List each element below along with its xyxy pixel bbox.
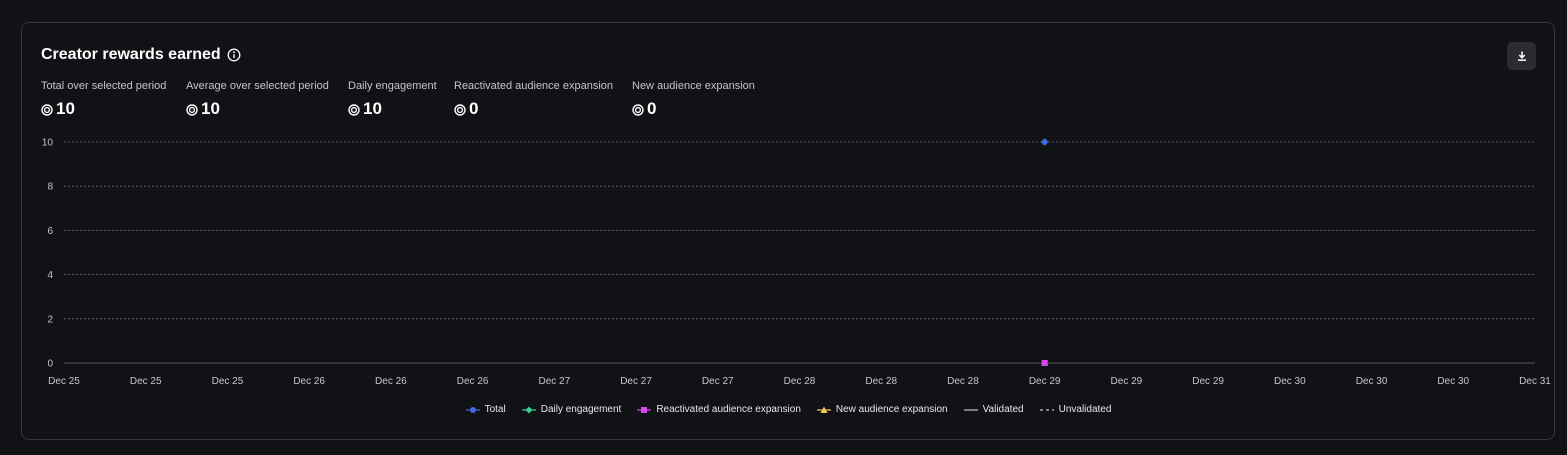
stat-label: Reactivated audience expansion — [454, 80, 614, 92]
info-icon[interactable] — [227, 48, 241, 62]
x-tick-label: Dec 27 — [702, 376, 734, 387]
stat-value: 10 — [363, 99, 382, 118]
x-tick-label: Dec 27 — [620, 376, 652, 387]
robux-icon — [186, 103, 198, 116]
stat-reactivated-audience: Reactivated audience expansion 0 — [454, 80, 613, 119]
x-tick-label: Dec 29 — [1192, 376, 1224, 387]
stat-value: 10 — [56, 99, 75, 118]
card-title: Creator rewards earned — [41, 46, 221, 63]
legend-item[interactable]: Validated — [963, 404, 1024, 415]
x-tick-label: Dec 30 — [1437, 376, 1469, 387]
x-tick-label: Dec 26 — [457, 376, 489, 387]
stat-value: 0 — [647, 99, 657, 118]
y-tick-label: 10 — [42, 138, 54, 149]
legend-label: Daily engagement — [540, 404, 622, 415]
robux-icon — [632, 103, 644, 116]
x-tick-label: Dec 30 — [1356, 376, 1388, 387]
legend-item[interactable]: Total — [465, 404, 506, 415]
stat-daily-engagement: Daily engagement 10 — [348, 80, 437, 119]
square-legend-marker — [637, 406, 652, 413]
y-tick-label: 6 — [47, 226, 53, 237]
stat-label: Average over selected period — [186, 80, 329, 92]
stat-label: Total over selected period — [41, 80, 167, 92]
legend-label: Validated — [982, 404, 1024, 415]
circle-legend-marker — [465, 406, 480, 413]
x-tick-label: Dec 27 — [538, 376, 570, 387]
rewards-line-chart: 0 2 4 6 8 10 Dec 25 Dec 25 Dec 25 Dec 26 Dec 26 Dec… — [42, 138, 1551, 388]
x-tick-label: Dec 28 — [947, 376, 979, 387]
y-tick-label: 2 — [47, 314, 53, 325]
download-button[interactable] — [1507, 42, 1536, 70]
x-tick-label: Dec 25 — [48, 376, 80, 387]
legend-label: Total — [484, 404, 506, 415]
x-tick-label: Dec 28 — [784, 376, 816, 387]
legend-label: New audience expansion — [835, 404, 948, 415]
download-icon — [1517, 51, 1526, 61]
stat-value: 10 — [201, 99, 220, 118]
x-tick-label: Dec 29 — [1111, 376, 1143, 387]
diamond-legend-marker — [521, 406, 536, 413]
y-tick-label: 4 — [47, 270, 53, 281]
x-tick-label: Dec 31 — [1519, 376, 1551, 387]
robux-icon — [41, 103, 53, 116]
solid-line-legend-marker — [963, 408, 978, 411]
dashed-line-legend-marker — [1039, 408, 1054, 411]
x-tick-label: Dec 30 — [1274, 376, 1306, 387]
legend-item[interactable]: Reactivated audience expansion — [636, 404, 801, 415]
stat-label: New audience expansion — [632, 80, 755, 92]
stat-average: Average over selected period 10 — [186, 80, 329, 119]
title-row: Creator rewards earned — [41, 46, 241, 64]
legend-label: Reactivated audience expansion — [656, 404, 801, 415]
legend-item[interactable]: Daily engagement — [521, 404, 622, 415]
stat-value: 0 — [469, 99, 479, 118]
legend-label: Unvalidated — [1058, 404, 1112, 415]
legend-item[interactable]: Unvalidated — [1039, 404, 1112, 415]
stat-label: Daily engagement — [348, 80, 437, 92]
x-tick-label: Dec 29 — [1029, 376, 1061, 387]
x-tick-label: Dec 28 — [865, 376, 897, 387]
chart-legend: Total Daily engagement Reactivated audienc… — [22, 404, 1554, 415]
x-tick-label: Dec 25 — [212, 376, 244, 387]
x-tick-label: Dec 26 — [293, 376, 325, 387]
total-point — [1041, 139, 1048, 145]
x-tick-label: Dec 26 — [375, 376, 407, 387]
robux-icon — [348, 103, 360, 116]
x-tick-label: Dec 25 — [130, 376, 162, 387]
triangle-legend-marker — [816, 406, 831, 413]
reactivated-audience-expansion-point — [1041, 360, 1048, 366]
y-tick-label: 8 — [47, 182, 53, 193]
robux-icon — [454, 103, 466, 116]
stat-new-audience: New audience expansion 0 — [632, 80, 755, 119]
stat-total: Total over selected period 10 — [41, 80, 166, 119]
legend-item[interactable]: New audience expansion — [816, 404, 948, 415]
y-tick-label: 0 — [47, 359, 53, 370]
creator-rewards-card: Creator rewards earned Total over select… — [21, 22, 1555, 440]
